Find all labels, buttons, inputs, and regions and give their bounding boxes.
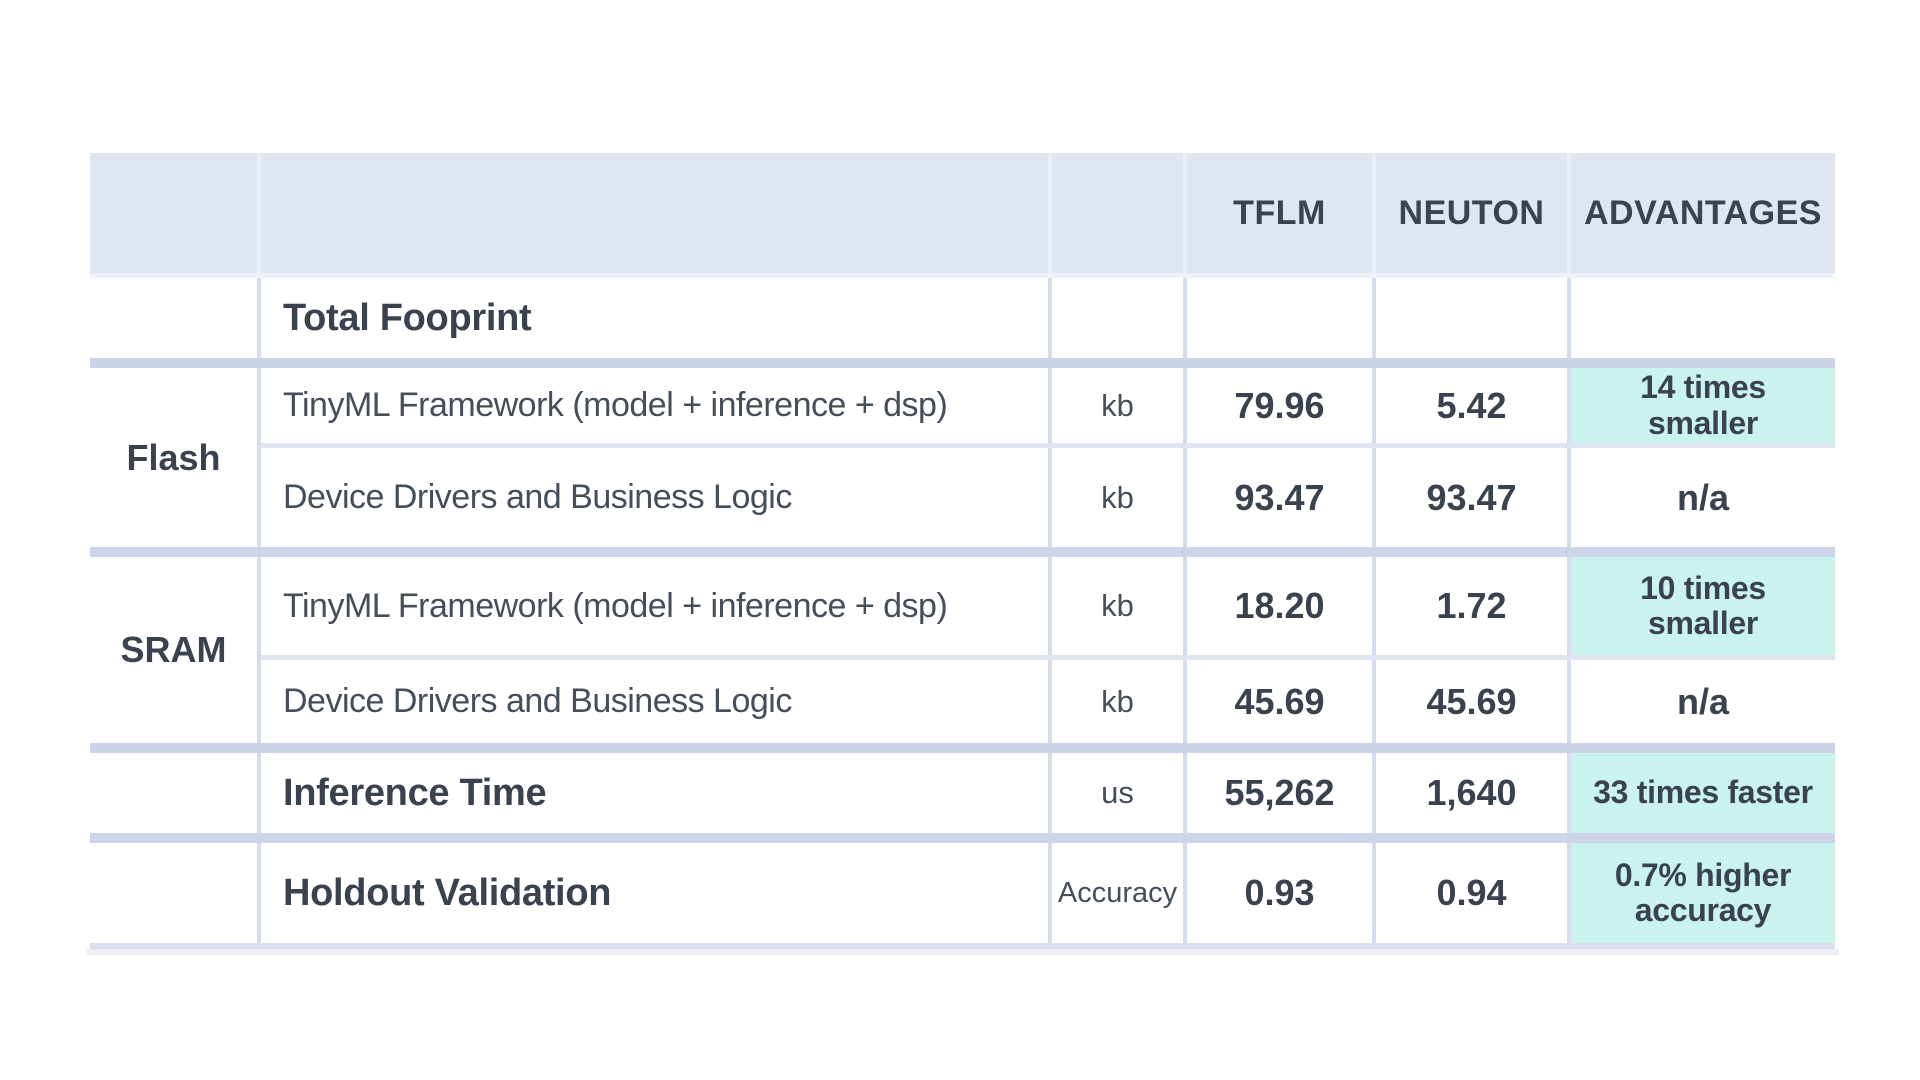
flash-row1-tflm-value: 79.96 xyxy=(1187,368,1372,443)
row-divider xyxy=(261,655,1835,660)
header-cell-tflm: TFLM xyxy=(1187,153,1372,273)
inference-unit: us xyxy=(1052,753,1183,833)
flash-row2-label: Device Drivers and Business Logic xyxy=(261,448,1048,547)
inference-tflm-value: 55,262 xyxy=(1187,753,1372,833)
flash-group-body: TinyML Framework (model + inference + ds… xyxy=(261,368,1835,547)
flash-row1-neuton-value: 5.42 xyxy=(1376,368,1567,443)
holdout-tflm-value: 0.93 xyxy=(1187,843,1372,943)
inference-label: Inference Time xyxy=(261,753,1048,833)
flash-row2-advantage-na: n/a xyxy=(1571,448,1835,547)
header-cell-empty-metric xyxy=(261,153,1048,273)
sram-group: SRAM TinyML Framework (model + inference… xyxy=(90,557,1835,743)
header-divider xyxy=(90,273,1835,278)
table-row-sram-drivers: Device Drivers and Business Logic kb 45.… xyxy=(261,660,1835,743)
sram-row1-label: TinyML Framework (model + inference + ds… xyxy=(261,557,1048,655)
sram-row2-tflm-value: 45.69 xyxy=(1187,660,1372,743)
inference-advantage-badge: 33 times faster xyxy=(1571,753,1835,833)
sram-group-label: SRAM xyxy=(90,557,257,743)
flash-row2-neuton-value: 93.47 xyxy=(1376,448,1567,547)
sram-row2-unit: kb xyxy=(1052,660,1183,743)
table-header-row: TFLM NEUTON ADVANTAGES xyxy=(90,153,1835,273)
table-row-flash-framework: TinyML Framework (model + inference + ds… xyxy=(261,368,1835,443)
group-divider xyxy=(90,743,1835,753)
sram-row1-tflm-value: 18.20 xyxy=(1187,557,1372,655)
sram-row2-neuton-value: 45.69 xyxy=(1376,660,1567,743)
table-row-holdout-validation: Holdout Validation Accuracy 0.93 0.94 0.… xyxy=(90,843,1835,943)
total-tflm-cell xyxy=(1187,278,1372,358)
flash-row1-label: TinyML Framework (model + inference + ds… xyxy=(261,368,1048,443)
holdout-neuton-value: 0.94 xyxy=(1376,843,1567,943)
header-cell-empty-group xyxy=(90,153,257,273)
holdout-unit: Accuracy xyxy=(1052,843,1183,943)
sram-row2-label: Device Drivers and Business Logic xyxy=(261,660,1048,743)
flash-group: Flash TinyML Framework (model + inferenc… xyxy=(90,368,1835,547)
sram-group-body: TinyML Framework (model + inference + ds… xyxy=(261,557,1835,743)
row-divider xyxy=(261,443,1835,448)
inference-group-cell xyxy=(90,753,257,833)
flash-row1-unit: kb xyxy=(1052,368,1183,443)
flash-row2-unit: kb xyxy=(1052,448,1183,547)
header-cell-neuton: NEUTON xyxy=(1376,153,1567,273)
sram-row1-advantage-badge: 10 times smaller xyxy=(1571,557,1835,655)
comparison-table: TFLM NEUTON ADVANTAGES Total Fooprint Fl… xyxy=(86,153,1839,955)
header-cell-empty-unit xyxy=(1052,153,1183,273)
holdout-group-cell xyxy=(90,843,257,943)
table-bottom-edge xyxy=(90,943,1835,949)
header-cell-advantages: ADVANTAGES xyxy=(1571,153,1835,273)
table-row-sram-framework: TinyML Framework (model + inference + ds… xyxy=(261,557,1835,655)
table-row-inference-time: Inference Time us 55,262 1,640 33 times … xyxy=(90,753,1835,833)
inference-neuton-value: 1,640 xyxy=(1376,753,1567,833)
group-divider xyxy=(90,358,1835,368)
flash-group-label: Flash xyxy=(90,368,257,547)
total-group-cell xyxy=(90,278,257,358)
table-row-total-footprint: Total Fooprint xyxy=(90,278,1835,358)
flash-row2-tflm-value: 93.47 xyxy=(1187,448,1372,547)
group-divider xyxy=(90,547,1835,557)
total-label: Total Fooprint xyxy=(261,278,1048,358)
sram-row1-unit: kb xyxy=(1052,557,1183,655)
holdout-advantage-badge: 0.7% higher accuracy xyxy=(1571,843,1835,943)
total-neuton-cell xyxy=(1376,278,1567,358)
group-divider xyxy=(90,833,1835,843)
sram-row2-advantage-na: n/a xyxy=(1571,660,1835,743)
table-row-flash-drivers: Device Drivers and Business Logic kb 93.… xyxy=(261,448,1835,547)
total-advantage-cell xyxy=(1571,278,1835,358)
flash-row1-advantage-badge: 14 times smaller xyxy=(1571,368,1835,443)
sram-row1-neuton-value: 1.72 xyxy=(1376,557,1567,655)
table-shadow xyxy=(86,949,1839,955)
total-unit-cell xyxy=(1052,278,1183,358)
holdout-label: Holdout Validation xyxy=(261,843,1048,943)
